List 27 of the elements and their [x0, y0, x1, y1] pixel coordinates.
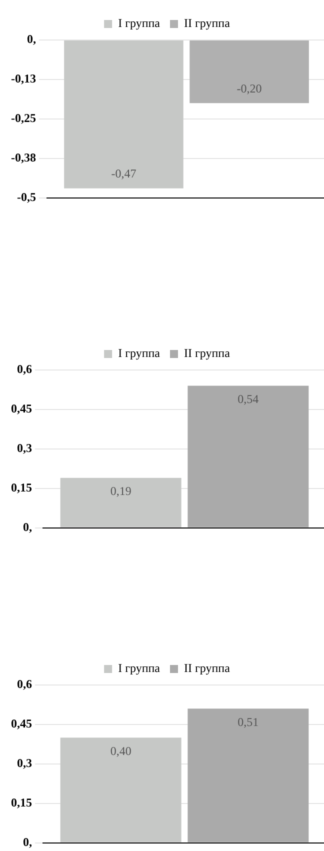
- legend-label: II группа: [184, 16, 231, 30]
- y-tick-label: 0,6: [17, 677, 32, 692]
- data-label: -0,20: [236, 81, 262, 96]
- legend-label: II группа: [184, 346, 231, 360]
- legend-label: I группа: [118, 16, 161, 30]
- y-tick-label: 0,6: [17, 362, 32, 376]
- y-tick-label: -0,38: [10, 150, 36, 164]
- y-tick-label: 0,45: [11, 402, 32, 416]
- legend-label: I группа: [118, 661, 161, 676]
- y-tick-label: 0,3: [17, 440, 32, 455]
- y-tick-label: 0,15: [11, 480, 32, 494]
- legend-label: II группа: [184, 661, 231, 676]
- y-tick-label: 0,45: [11, 716, 32, 731]
- y-tick-label: 0,: [23, 834, 32, 849]
- y-tick-label: 0,: [26, 32, 36, 46]
- y-tick-label: -0,25: [10, 110, 36, 125]
- legend-label: I группа: [118, 346, 161, 360]
- data-label: 0,54: [238, 392, 259, 406]
- data-label: 0,40: [110, 744, 132, 758]
- y-tick-label: -0,5: [16, 190, 36, 204]
- y-tick-label: -0,13: [10, 72, 36, 86]
- y-tick-label: 0,15: [11, 795, 32, 810]
- y-tick-label: 0,3: [17, 756, 32, 770]
- y-tick-label: 0,: [23, 520, 32, 534]
- data-label: 0,51: [238, 714, 259, 729]
- data-label: 0,19: [110, 484, 132, 498]
- data-label: -0,47: [111, 166, 136, 180]
